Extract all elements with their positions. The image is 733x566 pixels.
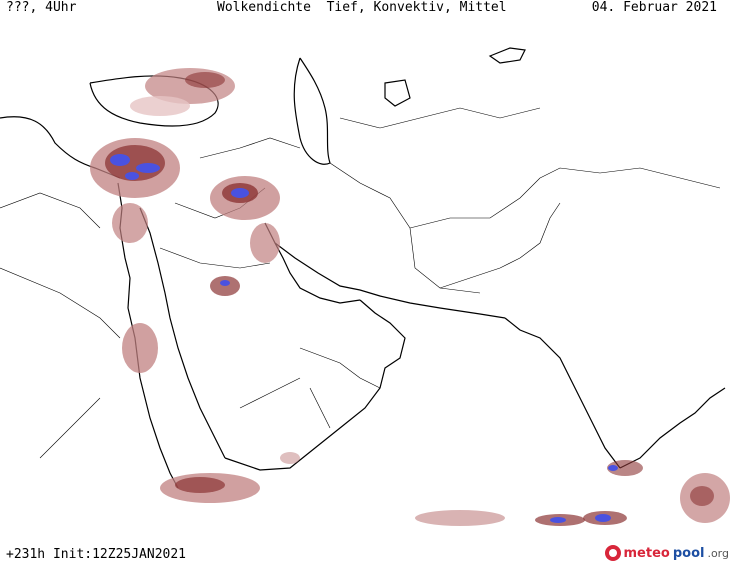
coastline [274,242,506,319]
cloud-area-east-india [607,460,643,476]
cloud-area-horn [280,452,300,464]
border [439,257,521,289]
coastline [139,207,226,459]
border [409,177,541,229]
coastlines [0,47,726,489]
coastline [0,116,121,179]
cloud-area-levant-dense-2 [136,163,160,173]
coastline [89,75,219,127]
logo-word-org: .org [707,546,729,560]
map-title: Wolkendichte Tief, Konvektiv, Mittel [217,0,507,15]
border [159,247,271,269]
border [309,387,331,429]
coastline [488,47,526,64]
border [0,267,121,339]
forecast-date: 04. Februar 2021 [591,0,717,15]
model-run-info: +231h Init:12Z25JAN2021 [6,547,187,562]
coastline [293,57,331,165]
meteopool-logo[interactable]: meteo pool .org [604,542,729,564]
cloud-area-levant-dense-3 [125,172,139,180]
border [239,377,301,409]
border [0,192,101,229]
cloud-area-bengal-dense-2 [595,514,611,522]
border [339,107,541,129]
logo-word-pool: pool [672,545,705,561]
cloud-area-najd-dense [220,280,230,286]
forecast-time-label: ???, 4Uhr [6,0,77,15]
border [519,202,561,259]
coastline [619,387,726,469]
cloud-area-bengal-dense-1 [550,517,566,523]
cloud-area-arabian-sea [415,510,505,526]
border [329,162,481,294]
border [39,397,101,459]
cloud-area-sri-lanka-core [690,486,714,506]
weather-map [0,47,730,526]
cloud-area-levant-dense-1 [110,154,130,166]
coastline [224,299,406,471]
cloud-area-red-sea [122,323,158,373]
cloud-area-sinai [112,203,148,243]
coastline [504,317,621,469]
cloud-area-gulf-north [250,223,280,263]
cloud-area-east-india-dense [608,465,618,471]
coastline [384,79,411,107]
country-borders [0,107,721,459]
border [299,347,381,389]
cloud-area-yemen-inner [175,477,225,493]
border [199,137,301,159]
logo-icon [604,545,621,561]
cloud-area-turkey-central [130,96,190,116]
logo-word-meteo: meteo [623,545,670,561]
cloud-areas [90,68,730,526]
cloud-area-caucasus [185,72,225,88]
cloud-area-iraq-dense [231,188,249,198]
border [539,167,721,189]
coastline [264,222,361,304]
